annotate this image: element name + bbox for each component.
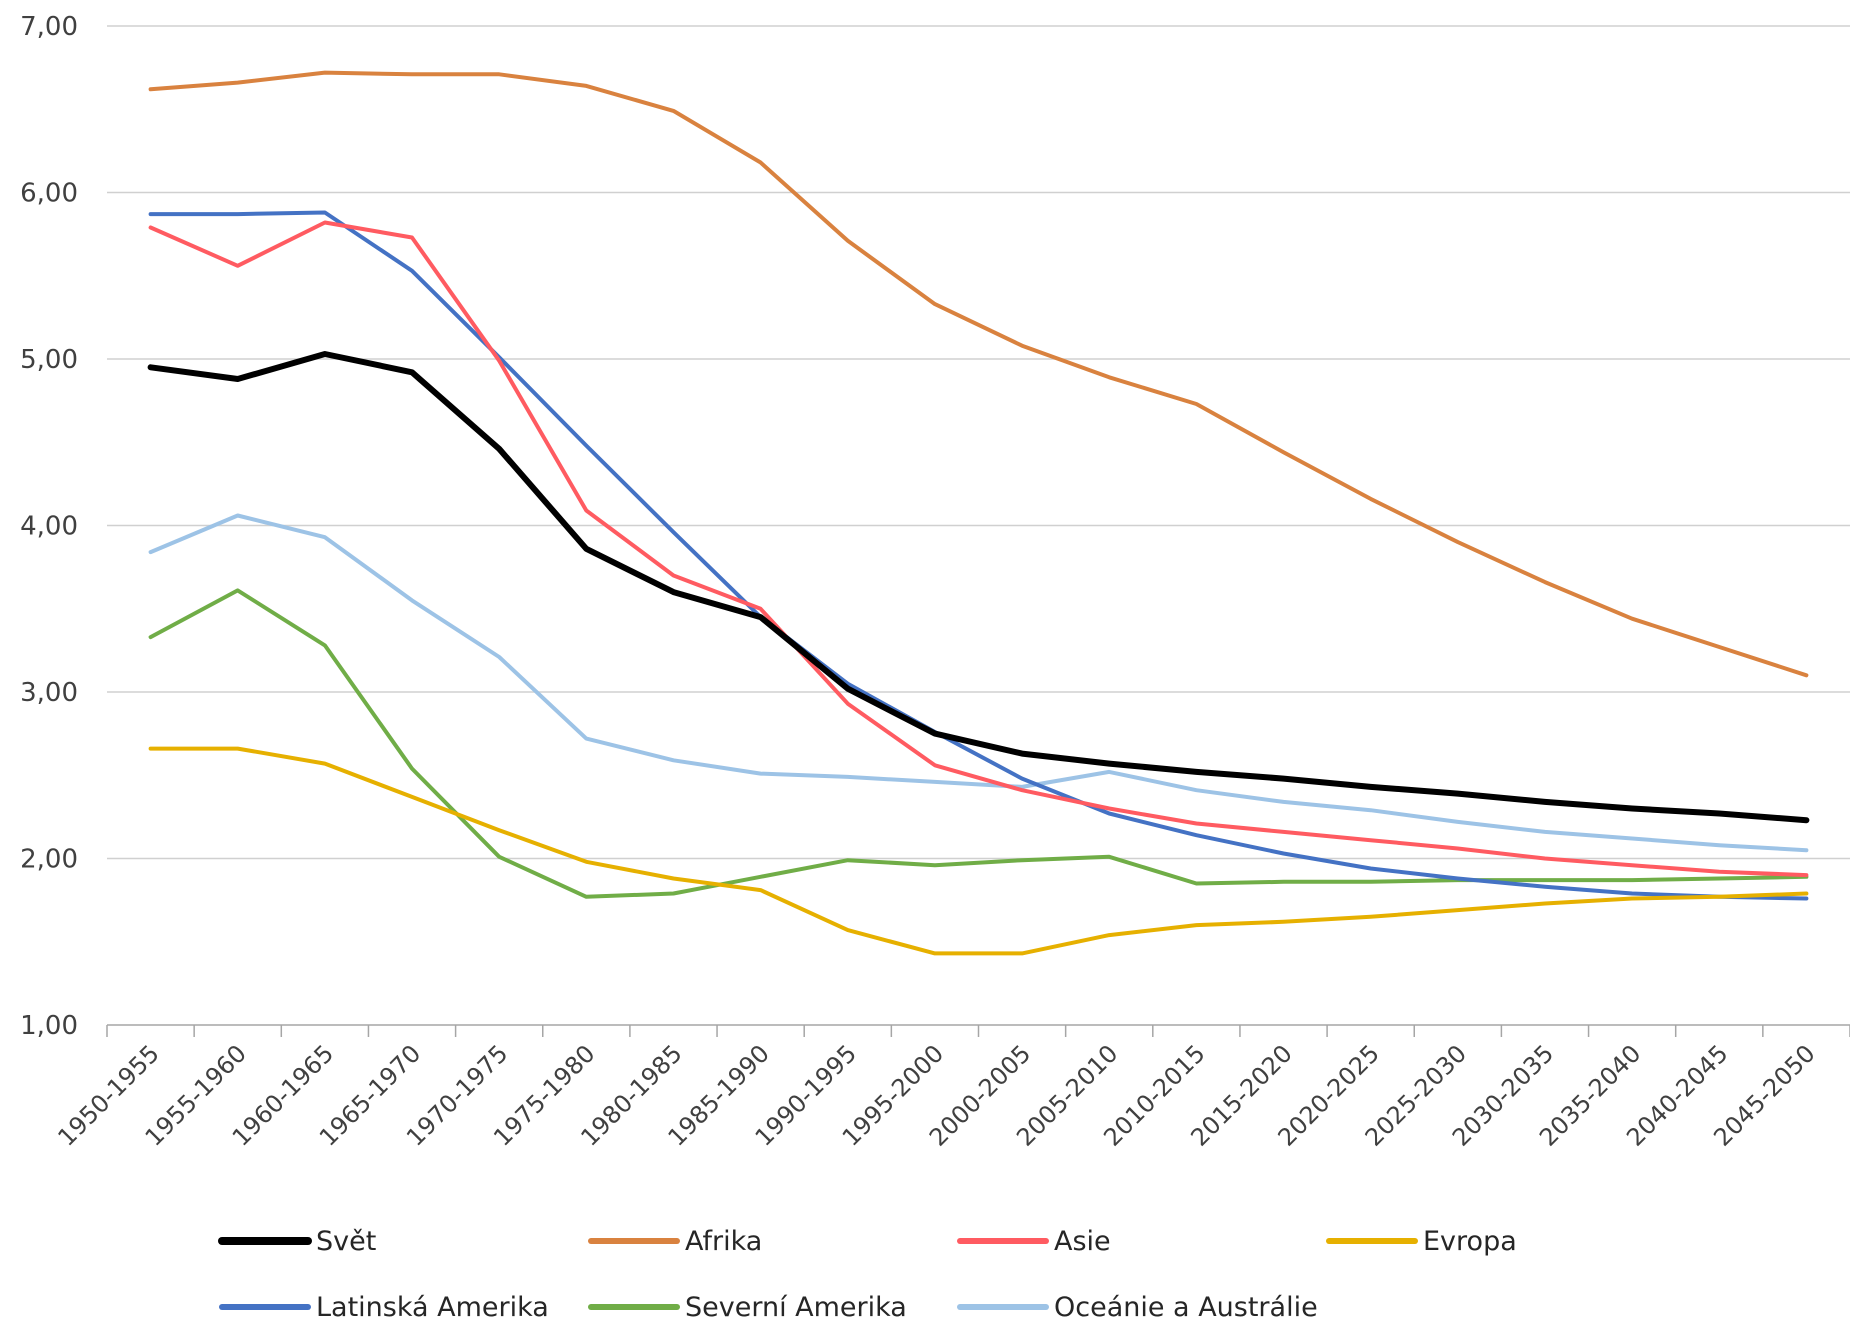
- series-line-6: [148, 513, 1809, 853]
- legend-label: Severní Amerika: [685, 1292, 907, 1323]
- y-axis-ticks: 1,00 2,00 3,00 4,00 5,00 6,00 7,00: [20, 12, 78, 1041]
- y-tick-label: 4,00: [20, 512, 78, 542]
- legend-label: Oceánie a Austrálie: [1054, 1292, 1318, 1323]
- series-lines: [147, 70, 1810, 956]
- series-line-4: [148, 210, 1809, 901]
- y-tick-label: 1,00: [20, 1011, 78, 1041]
- legend: Svět Afrika Asie Evropa Latinská Amerika Seve…: [218, 1226, 1517, 1323]
- legend-label: Asie: [1054, 1226, 1111, 1257]
- legend-label: Latinská Amerika: [316, 1292, 549, 1323]
- y-tick-label: 5,00: [20, 345, 78, 375]
- series-line-3: [148, 746, 1809, 956]
- gridlines: [107, 25, 1850, 860]
- series-line-5: [148, 588, 1809, 899]
- x-axis-ticks: 1950-19551955-19601960-19651965-19701970…: [53, 1039, 1821, 1151]
- x-axis: [106, 1024, 1850, 1037]
- y-tick-label: 6,00: [20, 179, 78, 209]
- series-line-0: [147, 351, 1810, 824]
- y-tick-label: 2,00: [20, 845, 78, 875]
- legend-label: Svět: [316, 1226, 376, 1257]
- series-line-1: [148, 70, 1809, 678]
- legend-label: Afrika: [685, 1226, 762, 1257]
- y-tick-label: 3,00: [20, 678, 78, 708]
- legend-label: Evropa: [1423, 1226, 1517, 1257]
- series-line-2: [148, 220, 1809, 878]
- y-tick-label: 7,00: [20, 12, 78, 42]
